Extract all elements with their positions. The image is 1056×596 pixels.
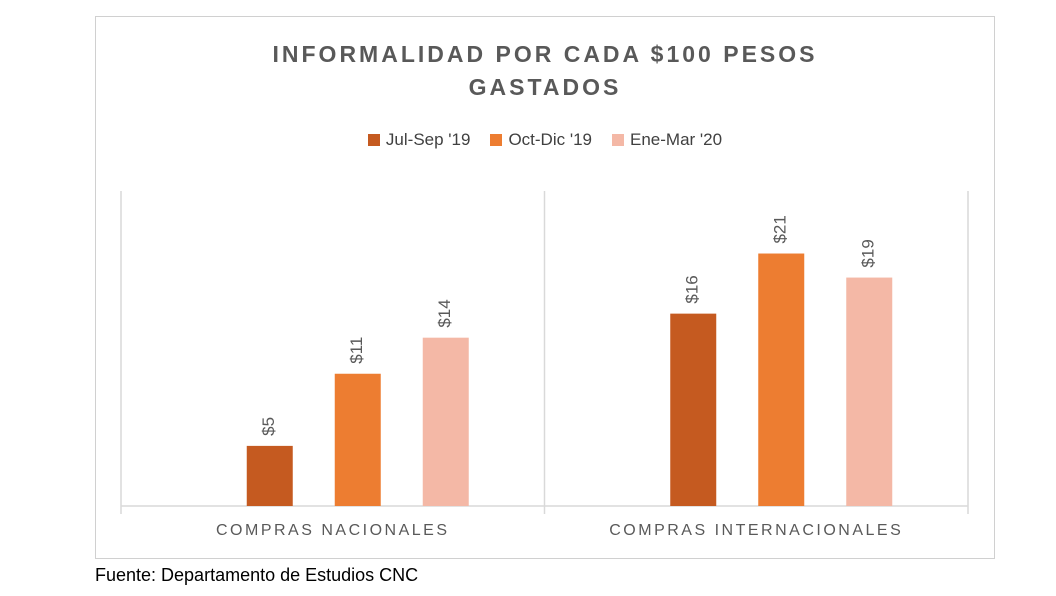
bar xyxy=(422,337,469,506)
legend-item-1: Jul-Sep '19 xyxy=(367,130,471,150)
bar xyxy=(246,445,293,506)
data-label: $5 xyxy=(259,417,278,436)
legend-label-3: Ene-Mar '20 xyxy=(630,130,723,149)
data-label: $14 xyxy=(435,299,454,327)
bar xyxy=(334,373,381,506)
legend-swatch-3 xyxy=(612,134,624,146)
category-label: COMPRAS NACIONALES xyxy=(216,522,449,539)
data-label: $19 xyxy=(859,239,878,267)
chart-title-line-1: INFORMALIDAD POR CADA $100 PESOS xyxy=(272,41,818,67)
source-note: Fuente: Departamento de Estudios CNC xyxy=(95,565,419,585)
chart-title-line-2: GASTADOS xyxy=(468,74,622,100)
legend-swatch-1 xyxy=(367,134,380,146)
chart-title: INFORMALIDAD POR CADA $100 PESOS GASTADO… xyxy=(95,38,995,104)
chart-legend: Jul-Sep '19 Oct-Dic '19 Ene-Mar '20 xyxy=(95,130,995,150)
bar xyxy=(670,313,717,506)
data-label: $21 xyxy=(771,215,790,243)
legend-item-2: Oct-Dic '19 xyxy=(490,130,592,150)
bar xyxy=(758,253,805,506)
legend-swatch-2 xyxy=(490,134,503,146)
legend-item-3: Ene-Mar '20 xyxy=(612,130,722,150)
data-label: $11 xyxy=(347,337,366,364)
category-label: COMPRAS INTERNACIONALES xyxy=(609,522,903,539)
bar xyxy=(846,277,893,506)
legend-label-1: Jul-Sep '19 xyxy=(385,130,471,149)
data-label: $16 xyxy=(683,275,702,303)
legend-label-2: Oct-Dic '19 xyxy=(508,130,592,149)
